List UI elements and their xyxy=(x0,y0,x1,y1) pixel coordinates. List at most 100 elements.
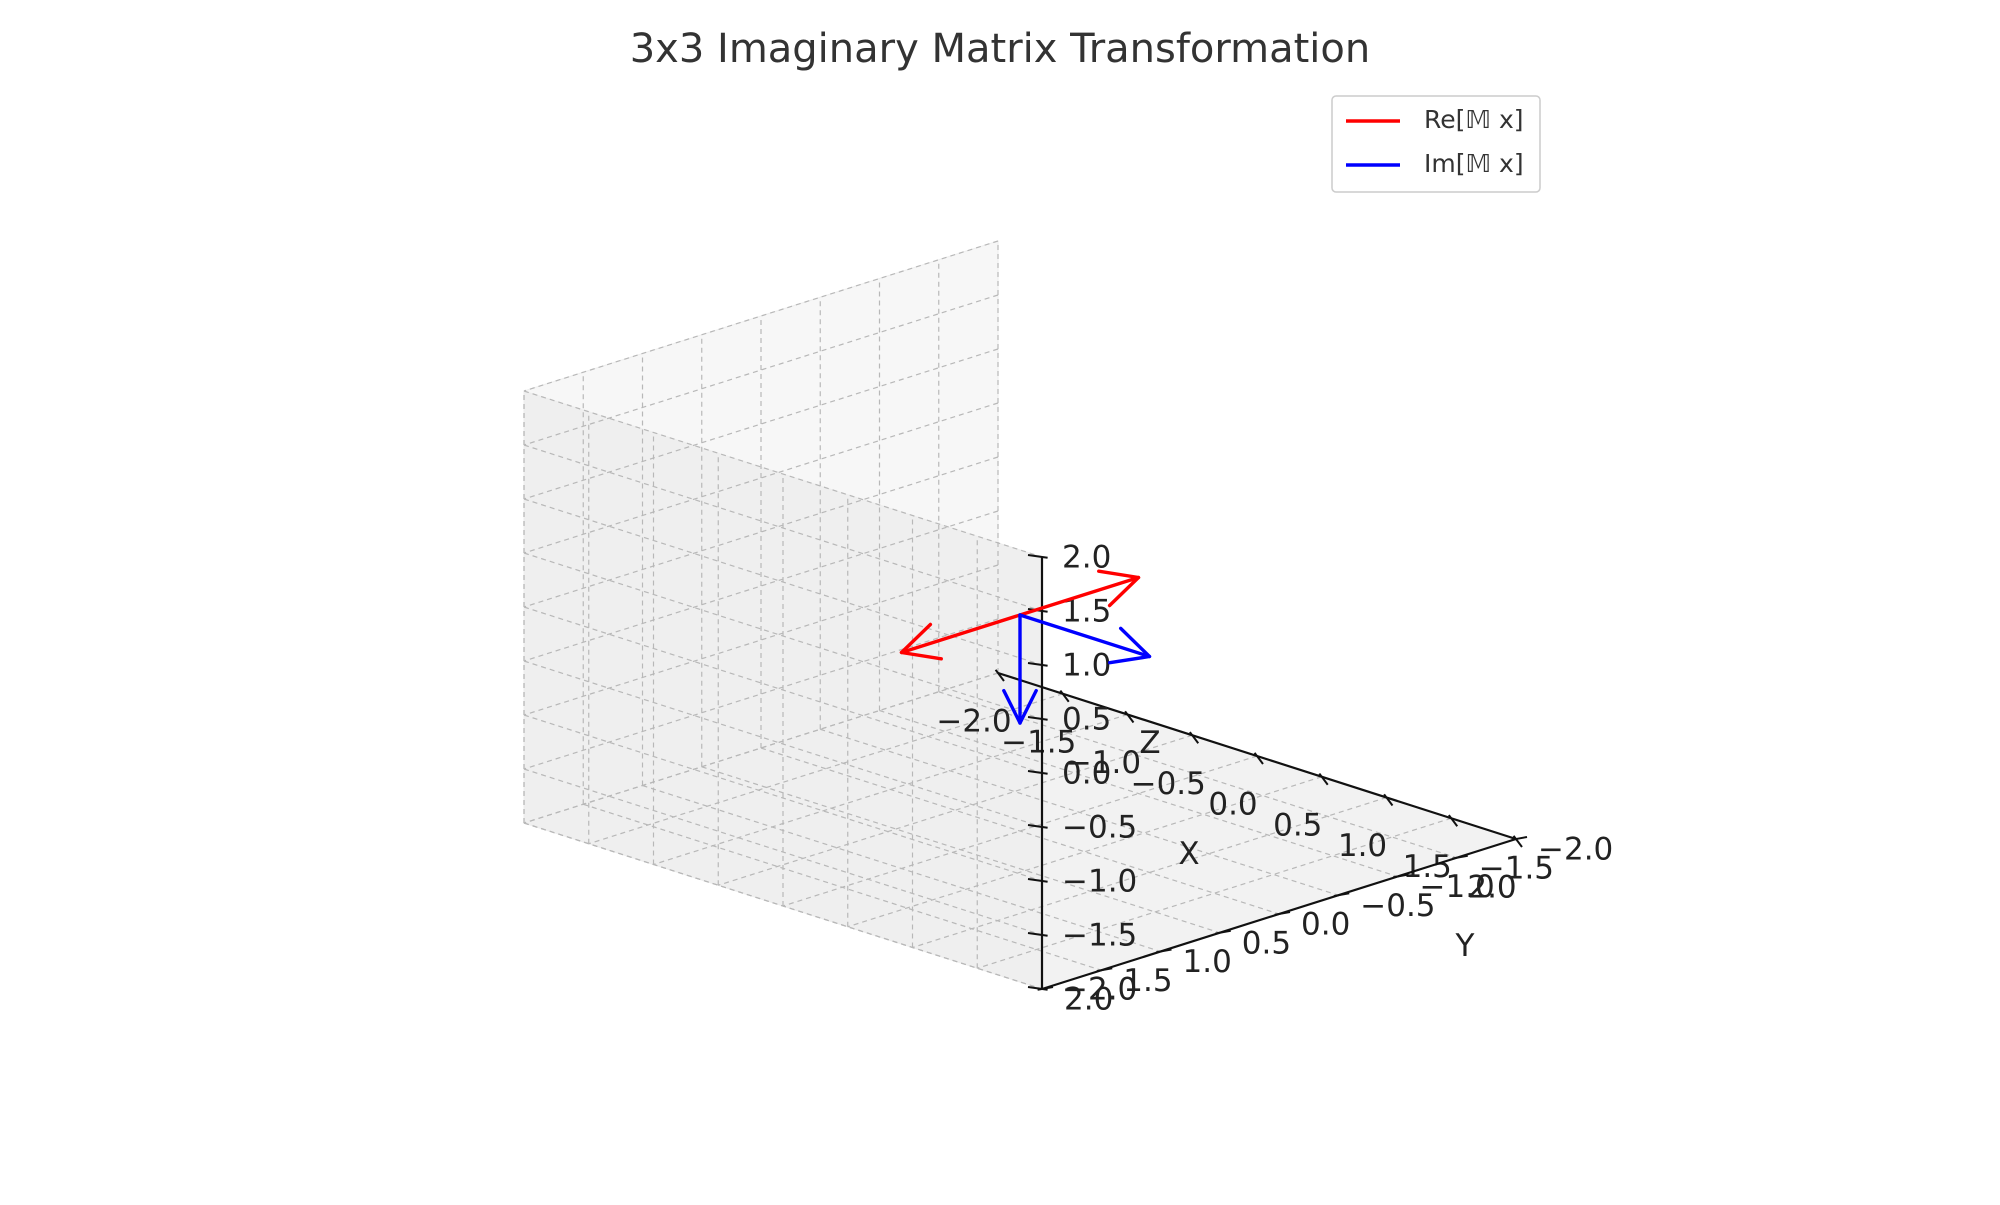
y-tick-mark xyxy=(1511,836,1528,841)
y-tick-mark xyxy=(1333,892,1350,898)
grid-line xyxy=(523,822,1043,990)
x-tick-mark xyxy=(1189,731,1200,744)
x-axis-label: X xyxy=(1178,836,1199,872)
grid-line xyxy=(523,348,999,500)
z-tick-label: 0.5 xyxy=(1062,702,1111,738)
chart-title: 3x3 Imaginary Matrix Transformation xyxy=(630,26,1371,72)
z-tick-label: −0.5 xyxy=(1062,810,1137,846)
y-tick-label: −2.0 xyxy=(1538,832,1613,868)
grid-line xyxy=(760,747,1280,915)
y-tick-label: −1.0 xyxy=(1420,869,1495,905)
z-axis-label: Z xyxy=(1139,725,1160,761)
z-tick-label: −1.5 xyxy=(1062,918,1137,954)
x-tick-mark xyxy=(1253,752,1264,765)
grid-line xyxy=(523,240,999,392)
grid-line xyxy=(588,693,1063,845)
z-tick-mark xyxy=(1027,986,1048,991)
grid-line xyxy=(523,390,1043,558)
x-tick-label: 1.0 xyxy=(1338,828,1387,864)
y-tick-label: −0.5 xyxy=(1360,888,1435,924)
legend: Re[𝕄 x] Im[𝕄 x] xyxy=(1331,95,1541,193)
x-tick-label: −1.0 xyxy=(1066,745,1141,781)
axes: −2.0−1.5−1.0−0.50.00.51.01.52.0X−2.0−1.5… xyxy=(936,540,1613,1018)
grid-line xyxy=(523,618,999,770)
z-tick-label: −1.0 xyxy=(1062,864,1137,900)
x-tick-label: 0.0 xyxy=(1208,787,1257,823)
z-tick-label: 2.0 xyxy=(1062,540,1111,576)
grid-line xyxy=(523,294,999,446)
y-tick-mark xyxy=(1274,911,1291,916)
grid-line xyxy=(879,709,1398,878)
z-tick-mark xyxy=(1027,824,1048,829)
z-tick-mark xyxy=(1027,554,1048,559)
z-tick-label: 1.0 xyxy=(1062,648,1111,684)
grid-line xyxy=(701,766,1220,934)
x-tick-mark xyxy=(1318,772,1329,786)
grid-line xyxy=(523,402,999,554)
vector-head xyxy=(1002,688,1038,725)
grid-line xyxy=(847,776,1322,928)
legend-label: Re[𝕄 x] xyxy=(1424,105,1524,134)
grid-line xyxy=(977,817,1452,969)
y-tick-label: 0.5 xyxy=(1242,925,1291,961)
grid-line xyxy=(523,564,999,716)
z-tick-label: 0.0 xyxy=(1062,756,1111,792)
vector-shaft xyxy=(899,613,1022,655)
y-tick-label: 1.0 xyxy=(1183,944,1232,980)
vector-arrow xyxy=(899,613,1022,661)
grid-line xyxy=(523,672,999,824)
vector-head xyxy=(1108,626,1152,665)
grid-line xyxy=(523,660,1043,828)
grid-line xyxy=(718,734,1193,886)
z-tick-mark xyxy=(1027,770,1048,775)
y-tick-mark xyxy=(1155,948,1172,954)
y-tick-mark xyxy=(1392,873,1409,879)
vector-shaft xyxy=(1018,575,1141,617)
grid-line xyxy=(523,768,1043,936)
y-tick-mark xyxy=(1452,854,1468,860)
grid-line xyxy=(642,784,1161,953)
y-tick-label: 2.0 xyxy=(1064,982,1113,1018)
y-tick-label: −1.5 xyxy=(1479,850,1554,886)
x-tick-mark xyxy=(1383,793,1394,807)
x-tick-label: −2.0 xyxy=(936,704,1011,740)
grid-line xyxy=(653,713,1128,866)
z-tick-mark xyxy=(1027,716,1048,721)
grid-line xyxy=(820,728,1339,896)
x-tick-mark xyxy=(1124,710,1135,724)
x-tick-mark xyxy=(1448,814,1459,827)
vectors xyxy=(899,569,1152,725)
vector-head xyxy=(899,622,943,661)
z-tick-label: −2.0 xyxy=(1062,972,1137,1008)
grid-line xyxy=(523,606,1043,774)
grid-line xyxy=(583,803,1102,971)
y-tick-label: 0.0 xyxy=(1301,907,1350,943)
grid-line xyxy=(523,456,999,608)
x-tick-mark xyxy=(994,669,1005,682)
grid-line xyxy=(782,755,1258,907)
grid-line xyxy=(523,714,1043,882)
x-tick-mark xyxy=(1512,835,1523,848)
vector-head xyxy=(1097,569,1141,608)
vector-arrow xyxy=(1018,569,1141,617)
y-tick-label: 1.5 xyxy=(1123,963,1172,999)
x-tick-label: −1.5 xyxy=(1001,724,1076,760)
y-tick-mark xyxy=(1096,967,1113,973)
y-tick-mark xyxy=(1215,929,1231,935)
x-tick-mark xyxy=(1059,689,1070,703)
vector-shaft xyxy=(1018,613,1152,659)
z-tick-mark xyxy=(1027,932,1048,937)
x-tick-label: 2.0 xyxy=(1467,870,1516,906)
grid-line xyxy=(938,691,1457,859)
legend-label: Im[𝕄 x] xyxy=(1424,149,1524,178)
x-tick-label: 0.5 xyxy=(1273,807,1322,843)
z-tick-mark xyxy=(1027,662,1048,667)
grid-line xyxy=(523,552,1043,720)
vector-arrow xyxy=(1002,613,1038,725)
vector-arrow xyxy=(1018,613,1152,665)
grid-line xyxy=(523,498,1043,666)
x-tick-label: −0.5 xyxy=(1131,766,1206,802)
grid-line xyxy=(912,796,1387,949)
